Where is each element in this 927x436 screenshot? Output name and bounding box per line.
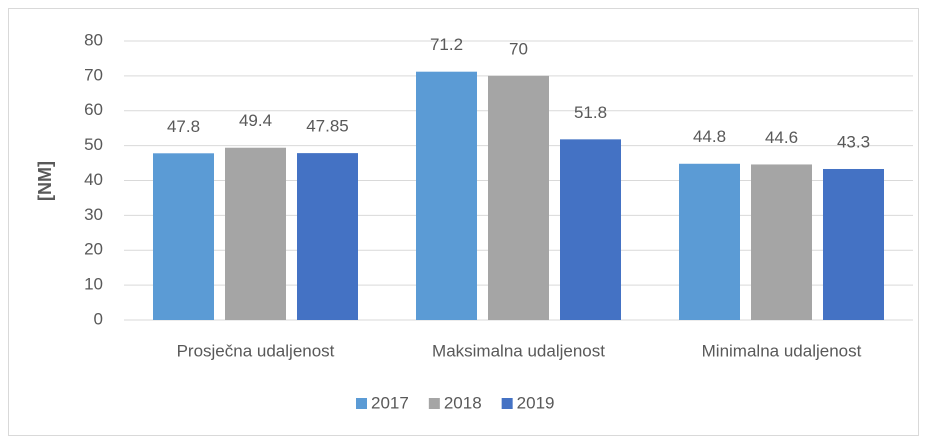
bar (225, 147, 286, 320)
x-tick-label: Minimalna udaljenost (702, 341, 862, 360)
legend-label: 2018 (444, 393, 482, 412)
value-label: 71.2 (430, 35, 463, 54)
bar (560, 139, 621, 320)
bar (488, 75, 549, 320)
y-tick-label: 80 (84, 30, 103, 49)
value-label: 43.3 (837, 132, 870, 151)
y-tick-label: 40 (84, 170, 103, 189)
value-label: 51.8 (574, 103, 607, 122)
y-axis-title: [NM] (35, 161, 55, 201)
legend-swatch (501, 398, 513, 409)
legend-swatch (428, 398, 440, 409)
bar (679, 163, 740, 320)
y-tick-label: 30 (84, 205, 103, 224)
x-tick-label: Maksimalna udaljenost (432, 341, 605, 360)
value-label: 44.6 (765, 128, 798, 147)
legend-swatch (356, 398, 367, 409)
y-tick-label: 70 (84, 65, 103, 84)
value-label: 70 (509, 39, 528, 58)
bar (153, 153, 214, 320)
value-label: 47.8 (167, 117, 200, 136)
legend-label: 2017 (371, 393, 409, 412)
y-tick-label: 20 (84, 240, 103, 259)
value-label: 47.85 (306, 117, 349, 136)
legend-label: 2019 (517, 393, 555, 412)
bar (416, 71, 477, 320)
value-label: 44.8 (693, 127, 726, 146)
value-label: 49.4 (239, 111, 272, 130)
bar (823, 168, 884, 320)
x-tick-label: Prosječna udaljenost (177, 341, 335, 360)
y-tick-label: 10 (84, 275, 103, 294)
bar (297, 153, 358, 320)
y-tick-label: 0 (94, 309, 103, 328)
y-tick-label: 50 (84, 135, 103, 154)
y-tick-label: 60 (84, 100, 103, 119)
bar (751, 164, 812, 320)
